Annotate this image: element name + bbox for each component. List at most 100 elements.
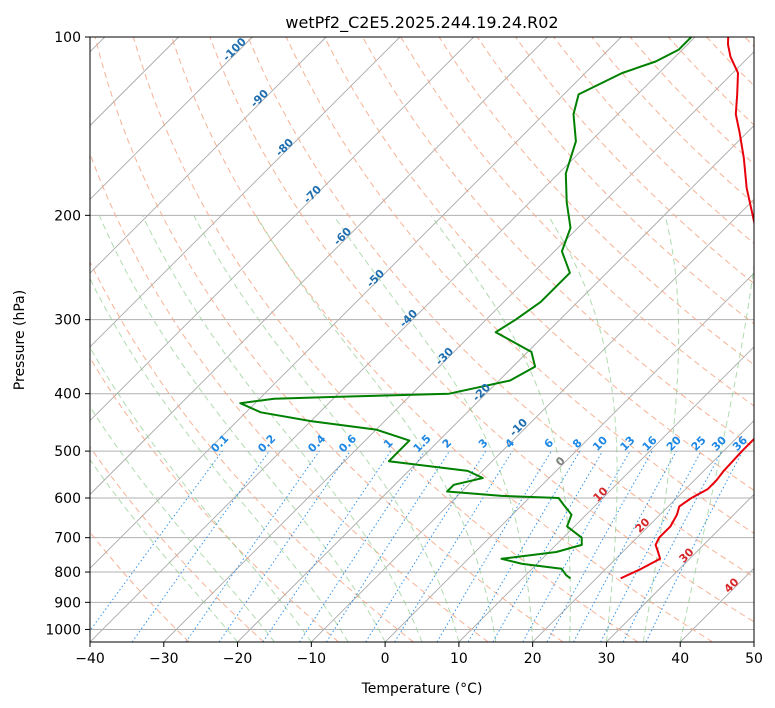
moist-adiabat-label: -50 [364,267,387,290]
x-tick-label: 40 [671,651,689,667]
isotherm-line [90,37,253,200]
dry-adiabat [132,37,639,642]
x-tick-label: −30 [149,651,179,667]
moist-adiabat-label: -100 [220,35,249,64]
moist-adiabat [642,215,680,642]
temperature-line [620,37,754,580]
dry-adiabat [706,37,754,87]
moist-adiabat [547,215,618,642]
y-tick-label: 900 [54,595,81,611]
mixing-ratio-line [573,450,677,642]
dry-adiabat [90,531,190,642]
y-tick-label: 100 [54,30,81,46]
moist-adiabat [193,215,460,642]
mixing-ratio-line [436,450,552,642]
x-tick-label: 30 [598,651,616,667]
plot-frame [89,36,755,643]
isotherm-line [90,37,622,569]
moist-adiabat [98,215,386,642]
moist-adiabat [679,261,754,642]
mixing-ratio-line [365,450,487,642]
x-tick-label: 20 [524,651,542,667]
y-tick-label: 500 [54,444,81,460]
isotherm-line [90,37,401,348]
dry-adiabat [285,37,754,535]
series-lines [239,37,754,580]
mixing-ratio-label: 10 [590,433,610,453]
line-labels: -100-90-80-70-60-50-40-30-20-10010203040… [208,35,750,596]
mixing-ratio-line [522,450,631,642]
y-tick-label: 700 [54,531,81,547]
background-lines [90,37,754,642]
moist-adiabat-label: -60 [331,225,354,248]
mixing-ratio-line [325,450,450,642]
moist-adiabat [90,458,238,642]
mixing-ratio-label: 20 [664,433,684,453]
moist-adiabat-label: -80 [273,136,296,159]
isotherm-line [606,493,754,642]
x-axis-title: Temperature (°C) [361,681,483,697]
mixing-ratio-label: 0.1 [208,432,231,455]
dry-adiabat [629,37,754,165]
isotherm-line [90,37,696,642]
y-axis: 100 200 300 400 500 600 700 800 900 1000 [45,30,90,638]
moist-adiabat [90,405,275,642]
dry-adiabat [94,37,564,642]
dry-adiabat [90,260,414,642]
x-tick-label: −40 [75,651,105,667]
y-tick-label: 600 [54,491,81,507]
dewpoint-line [239,37,693,580]
dry-adiabat [553,37,754,245]
dry-adiabat [247,37,754,578]
moist-adiabat-label: -10 [507,416,530,439]
dry-adiabat-label: 10 [591,484,611,504]
mixing-ratio-label: 30 [709,433,729,453]
mixing-ratio-label: 16 [640,433,660,453]
mixing-ratio-line [131,450,270,642]
mixing-ratio-line [262,450,392,642]
mixing-ratio-line [645,450,743,642]
dry-adiabat [323,37,754,491]
x-tick-label: −20 [223,651,253,667]
mixing-ratio-label: 0.6 [336,432,359,455]
mixing-ratio-line [90,450,223,632]
y-tick-label: 300 [54,313,81,329]
moist-adiabat-label: -70 [301,183,324,206]
isotherm-line [458,346,754,642]
dry-adiabat-label: 30 [677,545,697,565]
dry-adiabat-label: 20 [633,515,653,535]
dry-adiabat [90,152,489,642]
mixing-ratio-line [467,450,581,642]
moist-adiabat-label: -90 [248,87,271,110]
x-tick-label: 50 [745,651,763,667]
isotherm-line [384,272,754,642]
isotherm-line [679,567,754,642]
y-tick-label: 800 [54,565,81,581]
x-tick-label: −10 [297,651,327,667]
chart-title: wetPf2_C2E5.2025.244.19.24.R02 [285,13,558,33]
mixing-ratio-line [299,450,426,642]
isotherm-line [90,37,548,496]
y-tick-label: 1000 [45,622,81,638]
moist-adiabat [141,215,423,642]
moist-adiabat [333,215,534,642]
y-tick-label: 400 [54,387,81,403]
dry-adiabat-label: 40 [722,575,742,595]
x-axis: −40 −30 −20 −10 0 10 20 30 40 50 [75,642,763,667]
dry-adiabat [476,37,754,325]
moist-adiabat [90,346,312,642]
y-axis-title: Pressure (hPa) [12,290,28,390]
mixing-ratio-line [185,450,320,642]
mixing-ratio-line [218,450,351,642]
x-tick-label: 10 [450,651,468,667]
mixing-ratio-label: 0.4 [305,432,328,455]
dry-adiabat [515,37,754,285]
x-tick-label: 0 [381,651,390,667]
mixing-ratio-label: 36 [730,433,750,453]
isotherm-line [532,420,754,642]
isotherm-line [753,641,754,642]
isotherm-line [90,37,327,274]
mixing-ratio-line [546,450,653,642]
isotherm-line [311,198,754,642]
